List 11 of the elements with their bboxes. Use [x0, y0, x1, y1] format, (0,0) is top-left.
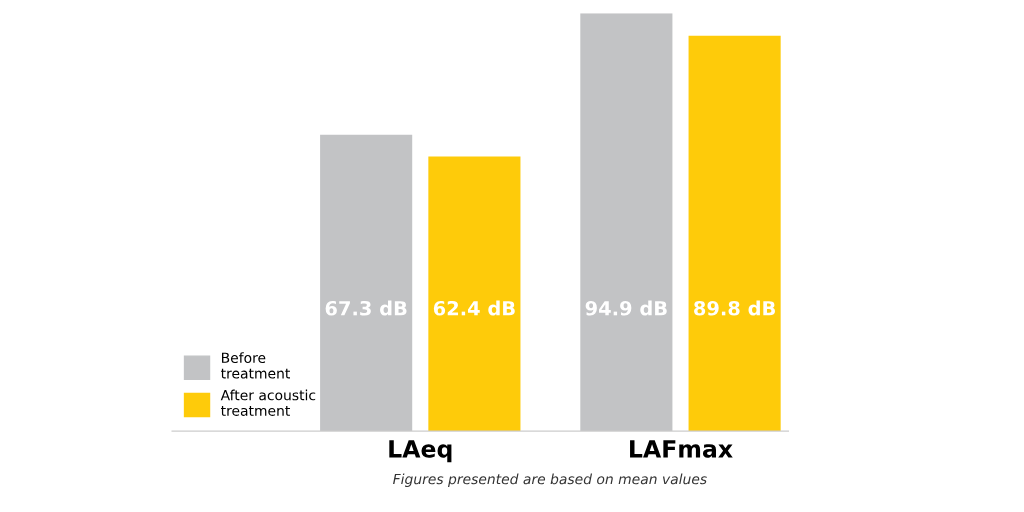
- data-label: 67.3 dB: [325, 300, 407, 316]
- text: Figures presented are based on mean values: [393, 473, 707, 487]
- legend-label: After acoustic treatment: [220, 389, 316, 416]
- data-label: 62.4 dB: [433, 300, 515, 316]
- x-tick-label: LAeq: [389, 440, 452, 463]
- bar: [428, 156, 521, 432]
- bar: [688, 35, 781, 432]
- x-tick-label: LAFmax: [630, 440, 733, 458]
- legend-label: Before treatment: [221, 352, 290, 379]
- data-label: 94.9 dB: [585, 300, 667, 316]
- data-label: 89.8 dB: [694, 300, 775, 316]
